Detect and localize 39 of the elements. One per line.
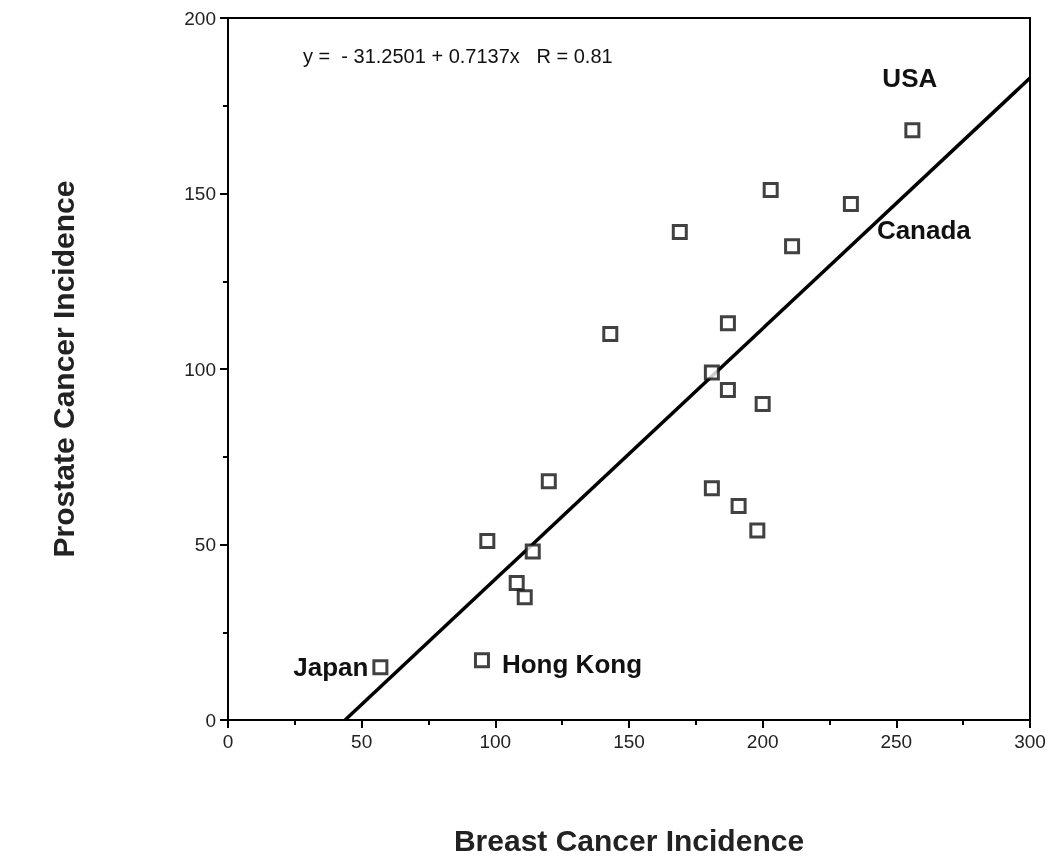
point: [904, 122, 921, 139]
point: [719, 315, 736, 332]
point: [479, 532, 496, 549]
point: [754, 396, 771, 413]
x-tick-label: 100: [479, 731, 512, 752]
x-tick-label: 200: [746, 731, 779, 752]
y-tick-label: 200: [184, 7, 216, 29]
y-tick-label: 150: [184, 183, 216, 204]
point: [372, 659, 389, 676]
y-axis-title: Prostate Cancer Incidence: [46, 180, 80, 558]
y-tick-label: 0: [205, 709, 216, 731]
point: [703, 364, 720, 381]
point: [516, 589, 533, 606]
x-tick-label: 50: [351, 731, 373, 752]
point: [671, 224, 688, 241]
point: [730, 497, 747, 514]
annotation: Hong Kong: [501, 649, 643, 680]
point: [784, 238, 801, 255]
point: [540, 473, 557, 490]
annotation: y = - 31.2501 + 0.7137x R = 0.81: [303, 45, 613, 67]
annotation: USA: [882, 63, 938, 94]
x-tick-label: 300: [1014, 731, 1046, 752]
x-tick-label: 150: [613, 731, 645, 752]
point: [703, 480, 720, 497]
point: [602, 325, 619, 342]
point: [762, 181, 779, 198]
y-tick-label: 50: [194, 534, 216, 555]
y-tick-label: 100: [184, 358, 216, 380]
x-axis-title: Breast Cancer Incidence: [453, 823, 805, 857]
annotation: Canada: [876, 215, 972, 246]
x-tick-label: 250: [880, 731, 913, 752]
point: [473, 652, 490, 669]
annotation: Japan: [293, 652, 369, 683]
point: [719, 382, 736, 399]
x-tick-label: 0: [222, 731, 234, 752]
point: [749, 522, 766, 539]
point: [524, 543, 541, 560]
point: [508, 575, 525, 592]
point: [842, 196, 859, 213]
